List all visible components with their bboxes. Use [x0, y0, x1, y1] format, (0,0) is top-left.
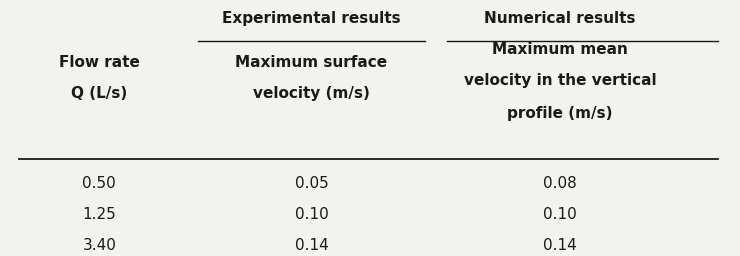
Text: 1.25: 1.25 [82, 207, 116, 222]
Text: Maximum surface: Maximum surface [235, 55, 388, 70]
Text: 0.10: 0.10 [295, 207, 329, 222]
Text: 0.08: 0.08 [543, 176, 577, 191]
Text: Maximum mean: Maximum mean [492, 42, 628, 57]
Text: 3.40: 3.40 [82, 238, 116, 253]
Text: Flow rate: Flow rate [59, 55, 140, 70]
Text: Q (L/s): Q (L/s) [71, 86, 127, 101]
Text: Numerical results: Numerical results [485, 11, 636, 26]
Text: velocity (m/s): velocity (m/s) [253, 86, 370, 101]
Text: 0.14: 0.14 [295, 238, 329, 253]
Text: 0.05: 0.05 [295, 176, 329, 191]
Text: profile (m/s): profile (m/s) [508, 106, 613, 121]
Text: 0.10: 0.10 [543, 207, 577, 222]
Text: 0.50: 0.50 [82, 176, 116, 191]
Text: 0.14: 0.14 [543, 238, 577, 253]
Text: Experimental results: Experimental results [222, 11, 401, 26]
Text: velocity in the vertical: velocity in the vertical [464, 73, 656, 88]
